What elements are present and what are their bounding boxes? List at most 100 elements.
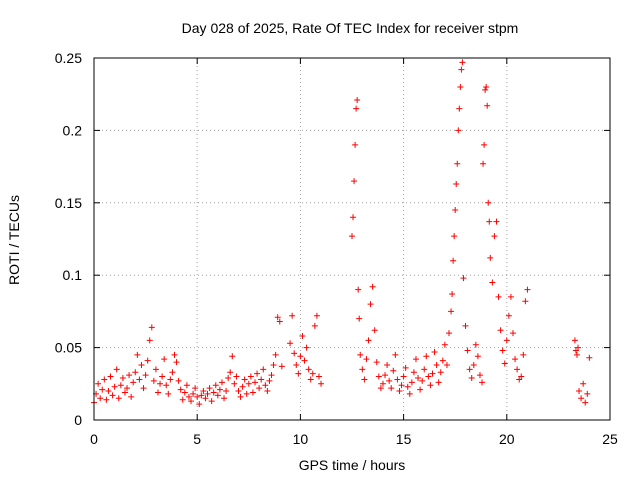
data-point	[165, 390, 172, 397]
plot-frame	[93, 57, 611, 421]
data-point	[198, 392, 205, 399]
data-point	[501, 360, 508, 367]
data-point	[586, 354, 593, 361]
data-point	[132, 369, 139, 376]
data-point	[427, 382, 434, 389]
x-tick-label: 25	[602, 431, 618, 447]
data-point	[309, 370, 316, 377]
data-point	[144, 357, 151, 364]
grid	[94, 58, 610, 420]
data-point	[367, 301, 374, 308]
data-point	[289, 312, 296, 319]
data-point	[365, 337, 372, 344]
axis-ticks: 0 5 10 15 20 25 0 0.05 0.1 0.15 0.2 0.25	[55, 50, 618, 447]
data-point	[214, 392, 221, 399]
data-point	[254, 370, 261, 377]
data-point	[575, 344, 582, 351]
data-point	[363, 356, 370, 363]
y-tick-label: 0	[74, 412, 82, 428]
x-tick-label: 10	[293, 431, 309, 447]
data-point	[109, 392, 116, 399]
data-point	[480, 160, 487, 167]
data-point	[415, 375, 422, 382]
data-point	[233, 373, 240, 380]
data-point	[227, 369, 234, 376]
data-point	[148, 324, 155, 331]
data-point	[419, 377, 426, 384]
data-point	[482, 86, 489, 93]
data-point	[138, 361, 145, 368]
data-point	[470, 361, 477, 368]
data-point	[446, 330, 453, 337]
data-point	[99, 386, 106, 393]
data-point	[457, 83, 464, 90]
data-point	[256, 385, 263, 392]
data-point	[297, 353, 304, 360]
data-point	[514, 366, 521, 373]
y-tick-label: 0.1	[63, 267, 83, 283]
data-point	[423, 353, 430, 360]
data-point	[484, 102, 491, 109]
data-point	[171, 351, 178, 358]
data-point	[443, 361, 450, 368]
data-point	[450, 257, 457, 264]
data-point	[481, 141, 488, 148]
x-tick-label: 5	[193, 431, 201, 447]
data-point	[417, 386, 424, 393]
data-point	[179, 396, 186, 403]
data-point	[464, 347, 471, 354]
data-point	[204, 390, 211, 397]
data-point	[185, 393, 192, 400]
data-point	[580, 380, 587, 387]
data-point	[487, 254, 494, 261]
data-point	[107, 373, 114, 380]
data-point	[451, 233, 458, 240]
data-point	[119, 375, 126, 382]
data-point	[375, 373, 382, 380]
data-point	[287, 340, 294, 347]
data-point	[578, 395, 585, 402]
data-point	[499, 347, 506, 354]
data-point	[136, 376, 143, 383]
data-point	[146, 337, 153, 344]
data-point	[272, 351, 279, 358]
data-point	[512, 356, 519, 363]
data-point	[111, 383, 118, 390]
data-point	[150, 377, 157, 384]
data-point	[295, 370, 302, 377]
data-point	[315, 373, 322, 380]
data-point	[449, 291, 456, 298]
data-point	[117, 382, 124, 389]
data-point	[448, 308, 455, 315]
data-point	[183, 382, 190, 389]
data-point	[454, 160, 461, 167]
data-point	[398, 382, 405, 389]
data-point	[369, 283, 376, 290]
data-point	[293, 361, 300, 368]
data-point	[453, 180, 460, 187]
data-point	[386, 377, 393, 384]
data-point	[462, 322, 469, 329]
data-point	[130, 379, 137, 386]
data-point	[152, 366, 159, 373]
data-point	[264, 388, 271, 395]
data-point	[206, 385, 213, 392]
data-point	[439, 357, 446, 364]
data-point	[571, 337, 578, 344]
data-point	[491, 233, 498, 240]
data-point	[509, 330, 516, 337]
data-point	[270, 361, 277, 368]
data-point	[460, 275, 467, 282]
y-axis-label: ROTI / TECUs	[6, 195, 22, 285]
data-point	[225, 375, 232, 382]
data-point	[218, 379, 225, 386]
data-point	[576, 388, 583, 395]
data-point	[103, 396, 110, 403]
data-point	[124, 385, 131, 392]
data-point	[181, 389, 188, 396]
y-tick-label: 0.25	[55, 50, 82, 66]
x-tick-label: 20	[499, 431, 515, 447]
data-point	[429, 370, 436, 377]
data-point	[97, 395, 104, 402]
